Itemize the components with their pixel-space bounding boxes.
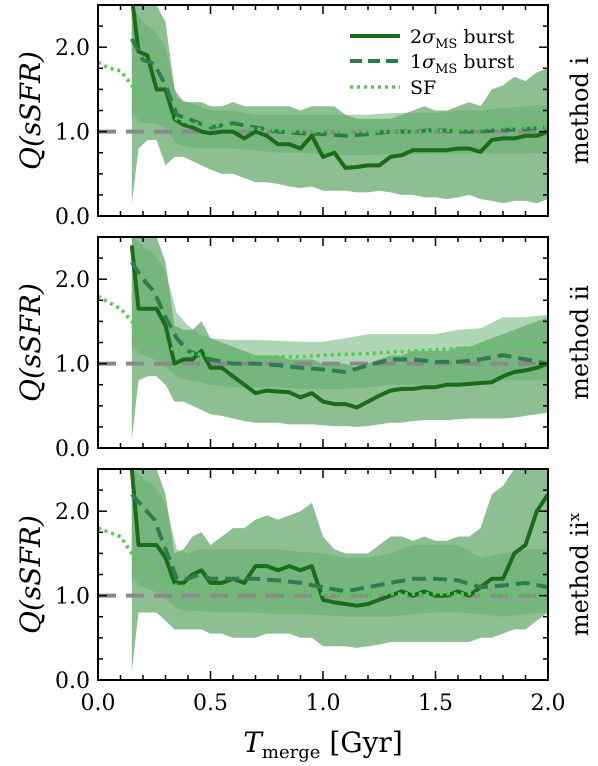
y-tick-label: 1.0 [55,353,90,378]
y-tick-label: 0.0 [55,437,90,462]
panel-plot-area-1 [98,5,548,204]
x-tick-label: 0.0 [81,691,116,716]
y-axis-label: Q(sSFR) [14,283,47,402]
confidence-band-2sigma [131,237,548,440]
x-tick-label: 2.0 [531,691,566,716]
y-tick-label: 2.0 [55,268,90,293]
y-tick-label: 0.0 [55,205,90,230]
x-axis-label: Tmerge [Gyr] [243,726,403,763]
series-line-sf [98,60,548,134]
series-line-sf [98,294,548,359]
series-line-2sigma-burst [130,5,548,170]
series-line-1sigma-burst [130,261,548,374]
panel-method-label: method ii [566,285,594,400]
x-tick-label: 1.5 [418,691,453,716]
y-axis-label: Q(sSFR) [14,51,47,170]
confidence-band-1sigma [131,237,548,389]
series-line-sf [98,526,548,596]
y-tick-label: 0.0 [55,669,90,694]
panel-method-label: method i [566,57,594,165]
confidence-band-2sigma [131,5,548,204]
y-axis-label: Q(sSFR) [14,515,47,634]
legend-label-1: 2σMS burst [410,26,515,52]
y-tick-label: 2.0 [55,36,90,61]
panel-plot-area-3 [98,469,548,672]
legend-label-3: SF [410,77,436,99]
legend-label-2: 1σMS burst [410,51,515,77]
series-line-1sigma-burst [130,492,548,594]
x-tick-label: 0.5 [193,691,228,716]
y-tick-label: 1.0 [55,121,90,146]
confidence-band-1sigma [131,5,548,156]
y-tick-label: 2.0 [55,500,90,525]
panel-method-label: method iix [565,512,594,636]
x-tick-label: 1.0 [306,691,341,716]
y-tick-label: 1.0 [55,585,90,610]
panel-plot-area-2 [98,237,548,440]
series-line-2sigma-burst [129,245,548,410]
